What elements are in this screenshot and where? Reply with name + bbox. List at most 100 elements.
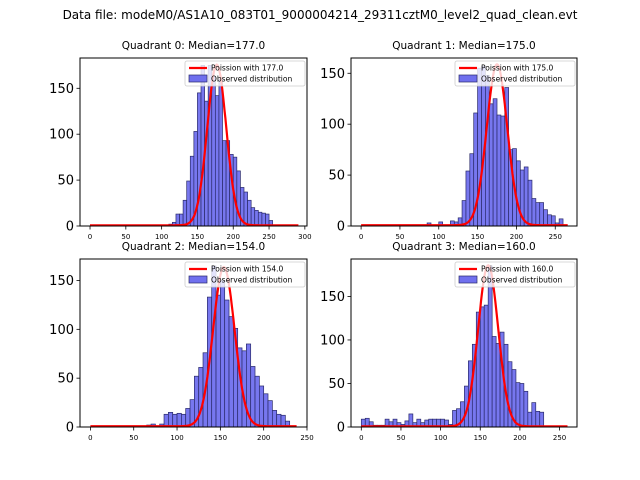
histogram-bar (491, 336, 497, 427)
x-tick-label: 50 (396, 434, 405, 442)
histogram-bar (168, 411, 174, 427)
histogram-bar (267, 400, 273, 427)
legend: Poission with 177.0 Observed distribution (184, 60, 306, 87)
histogram-bar (182, 199, 188, 226)
histogram-bar (250, 207, 256, 226)
histogram-bar (215, 294, 221, 427)
histogram-bar (527, 411, 533, 427)
x-tick-label: 250 (300, 434, 313, 442)
histogram-bar (500, 115, 506, 226)
legend-box (184, 60, 306, 87)
legend-bar-swatch (458, 74, 478, 83)
poisson-curve (90, 63, 299, 226)
plot-area (360, 264, 568, 427)
legend-box (454, 261, 576, 288)
x-tick-label: 50 (129, 434, 138, 442)
subplot-quadrant-3: Quadrant 3: Median=160.0 0 50 100 150 0 50 100 1… (320, 241, 578, 442)
histogram-bar (519, 383, 525, 427)
histogram-bar (186, 180, 191, 226)
histogram-bar (254, 210, 259, 226)
histogram-bar (479, 306, 485, 427)
histogram-bar (276, 413, 282, 427)
x-tick-label: 250 (262, 233, 275, 241)
legend-box (184, 261, 306, 288)
x-tick-label: 200 (227, 233, 240, 241)
histogram-bar (535, 410, 541, 427)
legend-label-observed: Observed distribution (211, 75, 292, 84)
histogram-bar (539, 411, 545, 427)
axes-frame (79, 258, 308, 428)
x-tick-label: 0 (359, 233, 363, 241)
legend-label-poisson: Poission with 154.0 (211, 265, 284, 274)
legend-box (454, 60, 576, 87)
histogram-bar (263, 393, 269, 427)
histogram-bar (254, 375, 260, 427)
histogram-bar (271, 410, 278, 427)
histogram-bar (531, 402, 537, 427)
legend-bar-swatch (188, 275, 208, 284)
histogram-bar (495, 343, 501, 427)
figure-suptitle: Data file: modeM0/AS1A10_083T01_90000042… (62, 8, 578, 22)
histogram-bar (268, 220, 273, 226)
histogram-bar (224, 299, 230, 427)
histogram-bar (163, 413, 169, 427)
histogram-bar (218, 78, 223, 226)
y-tick-label: 50 (328, 377, 345, 392)
x-tick-label: 100 (155, 233, 168, 241)
plot-area (361, 63, 568, 226)
histogram-bar (535, 202, 541, 226)
legend-bar-swatch (188, 74, 208, 83)
y-tick-label: 0 (66, 220, 74, 235)
histogram-bar (543, 209, 548, 226)
histogram-bar (258, 385, 265, 427)
subplot-quadrant-1: Quadrant 1: Median=175.0 0 50 100 150 0 50 100 1… (320, 40, 578, 241)
x-tick-label: 200 (510, 233, 523, 241)
histogram-bar (516, 160, 521, 226)
x-tick-label: 50 (395, 233, 404, 241)
plot-area (90, 265, 297, 427)
histogram-bar (515, 382, 521, 427)
x-tick-label: 150 (191, 233, 204, 241)
histogram-bar (220, 280, 226, 427)
histogram-bar (539, 202, 544, 226)
y-tick-label: 50 (328, 169, 345, 184)
x-tick-label: 100 (170, 434, 183, 442)
y-tick-label: 0 (337, 220, 345, 235)
histogram-bar (200, 64, 205, 226)
subplot-quadrant-2: Quadrant 2: Median=154.0 0 50 100 150 0 50 100 1… (49, 241, 314, 442)
histogram-bar (243, 191, 248, 226)
histogram-bar (257, 211, 263, 226)
histogram-bar (222, 140, 227, 226)
y-tick-label: 50 (57, 174, 74, 189)
legend-label-observed: Observed distribution (211, 276, 292, 285)
legend-label-observed: Observed distribution (481, 75, 562, 84)
x-tick-label: 0 (359, 434, 363, 442)
axes-frame (79, 57, 308, 227)
y-tick-label: 100 (320, 118, 345, 133)
histogram-bar (211, 265, 217, 427)
y-tick-label: 150 (320, 67, 345, 82)
subplot-quadrant-0: Quadrant 0: Median=177.0 0 50 100 150 0 50 100 1… (49, 40, 311, 241)
histogram-bar (523, 390, 529, 427)
histogram-bar (477, 67, 482, 226)
histogram-bar (211, 76, 216, 226)
x-tick-label: 150 (214, 434, 227, 442)
y-tick-label: 0 (66, 421, 74, 436)
axes-frame (350, 57, 578, 227)
histogram-bar (487, 265, 493, 427)
legend: Poission with 160.0 Observed distribution (454, 261, 576, 288)
y-tick-label: 100 (49, 128, 74, 143)
histogram-bar (198, 367, 204, 427)
legend: Poission with 175.0 Observed distribution (454, 60, 576, 87)
poisson-curve (361, 63, 568, 226)
poisson-curve (90, 265, 297, 427)
histogram-bar (483, 304, 489, 427)
x-tick-label: 250 (549, 233, 562, 241)
x-tick-label: 150 (474, 434, 487, 442)
histogram-bar (250, 366, 256, 427)
histogram-bar (438, 221, 443, 226)
histogram-bar (496, 114, 502, 226)
y-tick-label: 150 (320, 290, 345, 305)
plot-area (90, 63, 299, 226)
